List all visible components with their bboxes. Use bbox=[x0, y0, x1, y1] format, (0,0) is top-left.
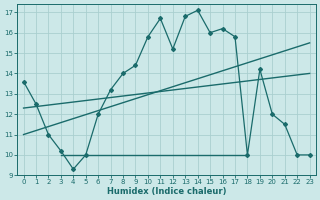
X-axis label: Humidex (Indice chaleur): Humidex (Indice chaleur) bbox=[107, 187, 226, 196]
